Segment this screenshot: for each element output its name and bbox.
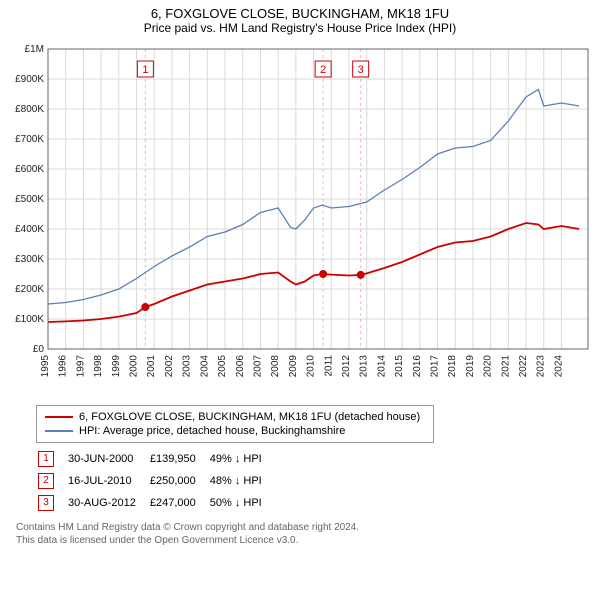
svg-text:2006: 2006 bbox=[235, 355, 246, 378]
sale-delta: 49% ↓ HPI bbox=[210, 449, 274, 469]
svg-text:2015: 2015 bbox=[394, 355, 405, 378]
svg-text:2020: 2020 bbox=[483, 355, 494, 378]
svg-text:£300K: £300K bbox=[15, 254, 44, 265]
sale-date: 16-JUL-2010 bbox=[68, 471, 148, 491]
svg-text:2023: 2023 bbox=[536, 355, 547, 378]
legend-item: HPI: Average price, detached house, Buck… bbox=[45, 424, 425, 438]
legend: 6, FOXGLOVE CLOSE, BUCKINGHAM, MK18 1FU … bbox=[36, 405, 434, 443]
svg-text:2003: 2003 bbox=[182, 355, 193, 378]
svg-text:£600K: £600K bbox=[15, 164, 44, 175]
svg-text:£900K: £900K bbox=[15, 74, 44, 85]
legend-item: 6, FOXGLOVE CLOSE, BUCKINGHAM, MK18 1FU … bbox=[45, 410, 425, 424]
sale-date: 30-JUN-2000 bbox=[68, 449, 148, 469]
svg-text:£1M: £1M bbox=[25, 44, 44, 55]
svg-text:£800K: £800K bbox=[15, 104, 44, 115]
sale-delta: 50% ↓ HPI bbox=[210, 493, 274, 513]
sales-table: 1 30-JUN-2000£139,95049% ↓ HPI 2 16-JUL-201… bbox=[36, 447, 276, 515]
svg-text:2012: 2012 bbox=[341, 355, 352, 378]
sales-row: 2 16-JUL-2010£250,00048% ↓ HPI bbox=[38, 471, 274, 491]
svg-text:£0: £0 bbox=[33, 344, 45, 355]
sale-delta: 48% ↓ HPI bbox=[210, 471, 274, 491]
svg-text:2011: 2011 bbox=[323, 355, 334, 377]
legend-swatch bbox=[45, 416, 73, 418]
sales-row: 1 30-JUN-2000£139,95049% ↓ HPI bbox=[38, 449, 274, 469]
svg-text:£100K: £100K bbox=[15, 314, 44, 325]
legend-label: HPI: Average price, detached house, Buck… bbox=[79, 425, 345, 437]
svg-text:1998: 1998 bbox=[93, 355, 104, 378]
chart-subtitle: Price paid vs. HM Land Registry's House … bbox=[6, 21, 594, 35]
svg-text:2021: 2021 bbox=[500, 355, 511, 378]
svg-text:2005: 2005 bbox=[217, 355, 228, 378]
sale-date: 30-AUG-2012 bbox=[68, 493, 148, 513]
chart-svg: £0 £100K £200K £300K £400K £500K £600K £700K £80… bbox=[6, 39, 594, 399]
svg-text:1996: 1996 bbox=[58, 355, 69, 378]
sale-marker-icon: 1 bbox=[38, 451, 54, 467]
svg-text:£200K: £200K bbox=[15, 284, 44, 295]
svg-text:2002: 2002 bbox=[164, 355, 175, 378]
svg-text:2014: 2014 bbox=[376, 355, 387, 378]
chart-title: 6, FOXGLOVE CLOSE, BUCKINGHAM, MK18 1FU bbox=[6, 6, 594, 21]
sales-row: 3 30-AUG-2012£247,00050% ↓ HPI bbox=[38, 493, 274, 513]
svg-text:1997: 1997 bbox=[75, 355, 86, 378]
svg-text:2018: 2018 bbox=[447, 355, 458, 378]
svg-text:1999: 1999 bbox=[111, 355, 122, 378]
svg-text:2024: 2024 bbox=[553, 355, 564, 378]
svg-text:3: 3 bbox=[358, 64, 364, 76]
svg-text:2019: 2019 bbox=[465, 355, 476, 378]
sale-marker-icon: 3 bbox=[38, 495, 54, 511]
svg-text:2010: 2010 bbox=[306, 355, 317, 378]
svg-text:2016: 2016 bbox=[412, 355, 423, 378]
sale-price: £247,000 bbox=[150, 493, 208, 513]
footer: Contains HM Land Registry data © Crown c… bbox=[16, 521, 584, 547]
footer-line: This data is licensed under the Open Gov… bbox=[16, 534, 584, 547]
svg-text:2000: 2000 bbox=[129, 355, 140, 378]
svg-text:2017: 2017 bbox=[430, 355, 441, 378]
svg-text:2022: 2022 bbox=[518, 355, 529, 378]
sale-price: £250,000 bbox=[150, 471, 208, 491]
svg-text:1: 1 bbox=[142, 64, 148, 76]
svg-text:2007: 2007 bbox=[252, 355, 263, 378]
svg-text:2004: 2004 bbox=[199, 355, 210, 378]
legend-swatch bbox=[45, 430, 73, 432]
chart-area: £0 £100K £200K £300K £400K £500K £600K £700K £80… bbox=[6, 39, 594, 399]
svg-text:2001: 2001 bbox=[146, 355, 157, 378]
svg-text:1995: 1995 bbox=[40, 355, 51, 378]
svg-text:2009: 2009 bbox=[288, 355, 299, 378]
sale-price: £139,950 bbox=[150, 449, 208, 469]
svg-text:£500K: £500K bbox=[15, 194, 44, 205]
footer-line: Contains HM Land Registry data © Crown c… bbox=[16, 521, 584, 534]
svg-text:2008: 2008 bbox=[270, 355, 281, 378]
sale-marker-icon: 2 bbox=[38, 473, 54, 489]
legend-label: 6, FOXGLOVE CLOSE, BUCKINGHAM, MK18 1FU … bbox=[79, 411, 420, 423]
svg-text:2013: 2013 bbox=[359, 355, 370, 378]
svg-text:£400K: £400K bbox=[15, 224, 44, 235]
svg-text:£700K: £700K bbox=[15, 134, 44, 145]
svg-text:2: 2 bbox=[320, 64, 326, 76]
